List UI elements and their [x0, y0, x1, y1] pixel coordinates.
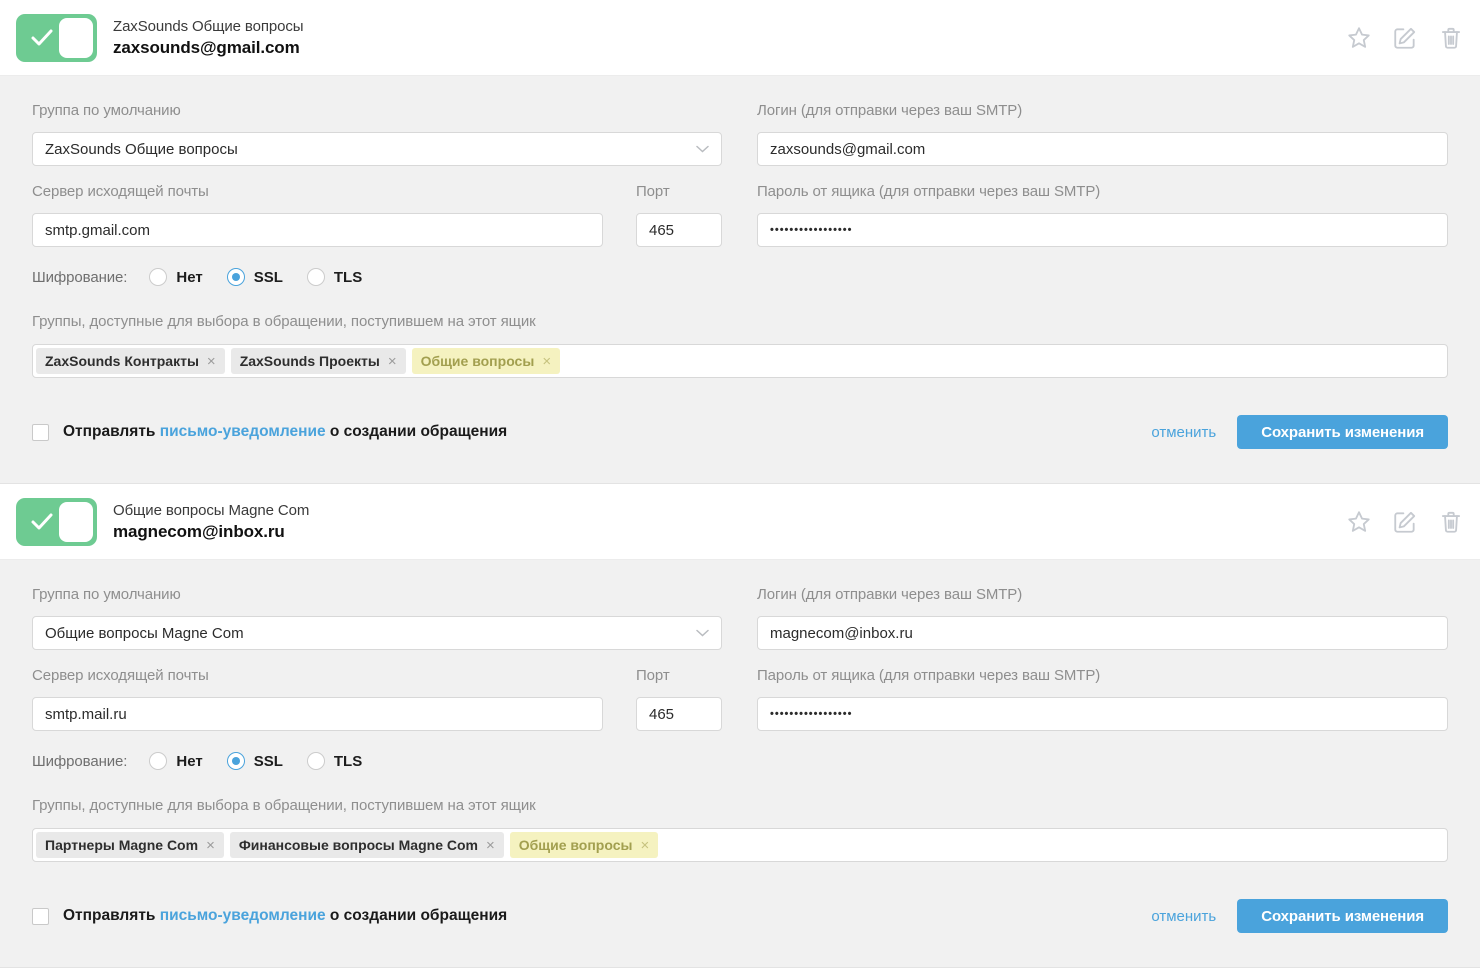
- encryption-label: Шифрование:: [32, 268, 128, 286]
- edit-icon[interactable]: [1392, 25, 1418, 51]
- mailbox-name: ZaxSounds Общие вопросы: [113, 17, 304, 35]
- remove-tag-icon[interactable]: ×: [542, 352, 552, 370]
- remove-tag-icon[interactable]: ×: [640, 836, 650, 854]
- header-actions: [1346, 509, 1464, 535]
- mailbox-titles: ZaxSounds Общие вопросы zaxsounds@gmail.…: [113, 17, 304, 58]
- server-input[interactable]: [32, 697, 603, 731]
- password-label: Пароль от ящика (для отправки через ваш …: [757, 183, 1101, 200]
- login-label: Логин (для отправки через ваш SMTP): [757, 102, 1023, 119]
- group-tag: ZaxSounds Проекты ×: [230, 348, 406, 374]
- mailbox-email: zaxsounds@gmail.com: [113, 37, 300, 57]
- default-group-select[interactable]: Общие вопросы Magne Com: [32, 616, 722, 650]
- groups-label: Группы, доступные для выбора в обращении…: [32, 797, 536, 814]
- notify-letter-link[interactable]: письмо-уведомление: [159, 907, 326, 924]
- chevron-down-icon: [696, 629, 709, 637]
- notify-option: Отправлять письмо-уведомление о создании…: [32, 423, 507, 441]
- login-input[interactable]: [757, 616, 1448, 650]
- server-label: Сервер исходящей почты: [32, 667, 209, 684]
- encryption-label: Шифрование:: [32, 752, 128, 770]
- mailbox-name: Общие вопросы Magne Com: [113, 501, 310, 519]
- trash-icon[interactable]: [1438, 509, 1464, 535]
- form-actions: отменить Сохранить изменения: [1151, 899, 1448, 933]
- groups-tags-input[interactable]: Партнеры Magne Com × Финансовые вопросы M…: [32, 828, 1448, 862]
- encryption-radio-none[interactable]: Нет: [149, 752, 203, 770]
- default-group-value: ZaxSounds Общие вопросы: [45, 140, 238, 158]
- radio-selected-icon: [226, 752, 245, 770]
- star-icon[interactable]: [1346, 509, 1372, 535]
- notify-option: Отправлять письмо-уведомление о создании…: [32, 907, 507, 925]
- remove-tag-icon[interactable]: ×: [387, 352, 397, 370]
- toggle-knob: [59, 17, 93, 58]
- default-group-value: Общие вопросы Magne Com: [45, 624, 244, 642]
- mailbox-settings-form: Группа по умолчанию Общие вопросы Magne …: [0, 560, 1480, 968]
- trash-icon[interactable]: [1438, 25, 1464, 51]
- save-button[interactable]: Сохранить изменения: [1237, 899, 1448, 933]
- notify-letter-link[interactable]: письмо-уведомление: [159, 423, 326, 440]
- default-group-label: Группа по умолчанию: [32, 102, 181, 119]
- group-tag-highlighted: Общие вопросы ×: [411, 348, 561, 374]
- encryption-radio-none[interactable]: Нет: [149, 268, 203, 286]
- cancel-link[interactable]: отменить: [1151, 907, 1217, 925]
- port-label: Порт: [636, 183, 670, 200]
- groups-tags-input[interactable]: ZaxSounds Контракты × ZaxSounds Проекты × …: [32, 344, 1448, 378]
- mailbox-titles: Общие вопросы Magne Com magnecom@inbox.r…: [113, 502, 309, 542]
- edit-icon[interactable]: [1392, 509, 1418, 535]
- server-label: Сервер исходящей почты: [32, 183, 209, 200]
- mailbox-enabled-toggle[interactable]: [16, 13, 97, 62]
- default-group-label: Группа по умолчанию: [32, 586, 181, 603]
- radio-icon: [306, 268, 325, 286]
- group-tag: Партнеры Magne Com ×: [36, 832, 224, 858]
- group-tag-highlighted: Общие вопросы ×: [509, 832, 659, 858]
- header-actions: [1346, 25, 1464, 51]
- mailbox-settings-form: Группа по умолчанию ZaxSounds Общие вопр…: [0, 76, 1480, 484]
- password-input[interactable]: [757, 213, 1448, 247]
- mailbox-enabled-toggle[interactable]: [16, 497, 97, 546]
- mailbox-header: ZaxSounds Общие вопросы zaxsounds@gmail.…: [0, 0, 1480, 76]
- port-input[interactable]: [636, 213, 722, 247]
- encryption-radio-tls[interactable]: TLS: [306, 752, 362, 770]
- group-tag: ZaxSounds Контракты ×: [36, 348, 225, 374]
- form-actions: отменить Сохранить изменения: [1151, 415, 1448, 449]
- mailbox-email: magnecom@inbox.ru: [113, 521, 285, 541]
- remove-tag-icon[interactable]: ×: [485, 836, 495, 854]
- encryption-row: Шифрование: Нет SSL TLS: [32, 752, 722, 770]
- mailbox-card: Общие вопросы Magne Com magnecom@inbox.r…: [0, 484, 1480, 968]
- notify-text: Отправлять письмо-уведомление о создании…: [63, 907, 508, 924]
- radio-icon: [306, 752, 325, 770]
- port-label: Порт: [636, 667, 670, 684]
- notify-checkbox[interactable]: [32, 907, 49, 925]
- encryption-row: Шифрование: Нет SSL TLS: [32, 268, 722, 286]
- radio-icon: [149, 268, 168, 286]
- radio-icon: [149, 752, 168, 770]
- toggle-knob: [59, 501, 93, 542]
- server-input[interactable]: [32, 213, 603, 247]
- encryption-radio-tls[interactable]: TLS: [306, 268, 362, 286]
- notify-checkbox[interactable]: [32, 423, 49, 441]
- remove-tag-icon[interactable]: ×: [206, 352, 216, 370]
- chevron-down-icon: [696, 145, 709, 153]
- encryption-radio-ssl[interactable]: SSL: [226, 268, 283, 286]
- password-input[interactable]: [757, 697, 1448, 731]
- default-group-select[interactable]: ZaxSounds Общие вопросы: [32, 132, 722, 166]
- save-button[interactable]: Сохранить изменения: [1237, 415, 1448, 449]
- mailbox-card: ZaxSounds Общие вопросы zaxsounds@gmail.…: [0, 0, 1480, 484]
- cancel-link[interactable]: отменить: [1151, 423, 1217, 441]
- groups-label: Группы, доступные для выбора в обращении…: [32, 313, 536, 330]
- check-icon: [31, 513, 53, 529]
- login-label: Логин (для отправки через ваш SMTP): [757, 586, 1023, 603]
- check-icon: [31, 29, 53, 45]
- mailbox-header: Общие вопросы Magne Com magnecom@inbox.r…: [0, 484, 1480, 560]
- port-input[interactable]: [636, 697, 722, 731]
- login-input[interactable]: [757, 132, 1448, 166]
- encryption-radio-ssl[interactable]: SSL: [226, 752, 283, 770]
- star-icon[interactable]: [1346, 25, 1372, 51]
- password-label: Пароль от ящика (для отправки через ваш …: [757, 667, 1101, 684]
- radio-selected-icon: [226, 268, 245, 286]
- group-tag: Финансовые вопросы Magne Com ×: [229, 832, 504, 858]
- remove-tag-icon[interactable]: ×: [206, 836, 215, 854]
- notify-text: Отправлять письмо-уведомление о создании…: [63, 423, 508, 440]
